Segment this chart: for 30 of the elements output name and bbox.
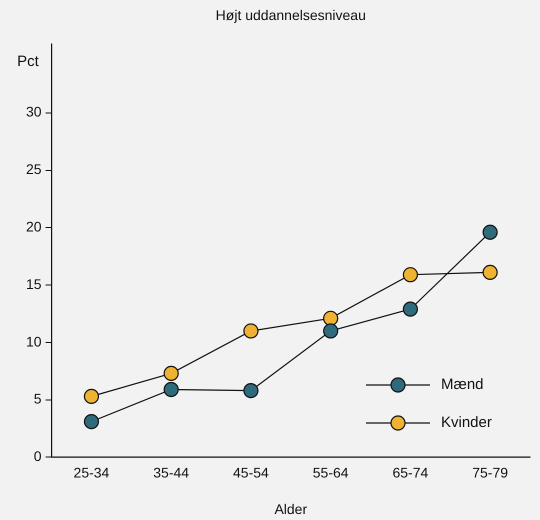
y-axis-title: Pct (17, 53, 40, 70)
point (243, 323, 259, 339)
x-tick-label: 45-54 (233, 464, 270, 480)
point (482, 224, 498, 240)
legend-label: Kvinder (441, 414, 492, 432)
x-tick-label: 25-34 (74, 464, 110, 480)
point (323, 310, 338, 326)
y-tick-label: 20 (26, 218, 42, 235)
point (323, 323, 338, 339)
point (164, 382, 179, 398)
y-tick-label: 30 (26, 104, 42, 120)
point (402, 302, 418, 317)
point (482, 264, 498, 280)
point (164, 366, 179, 382)
x-tick-label: 75-79 (472, 464, 508, 480)
legend-label: Mænd (441, 376, 484, 394)
chart-title: Højt uddannelsesniveau (216, 6, 366, 23)
x-tick-label: 65-74 (392, 464, 429, 480)
point (84, 388, 100, 404)
y-tick-label: 10 (26, 333, 42, 350)
point (84, 414, 100, 430)
x-tick-label: 35-44 (153, 464, 190, 480)
point (402, 267, 418, 282)
x-axis-title: Alder (274, 500, 308, 517)
point (243, 383, 259, 398)
y-tick-label: 15 (26, 276, 42, 292)
y-tick-label: 25 (26, 161, 42, 178)
x-tick-label: 55-64 (312, 464, 349, 480)
y-tick-label: 5 (34, 390, 42, 407)
y-tick-label: 0 (34, 448, 42, 464)
